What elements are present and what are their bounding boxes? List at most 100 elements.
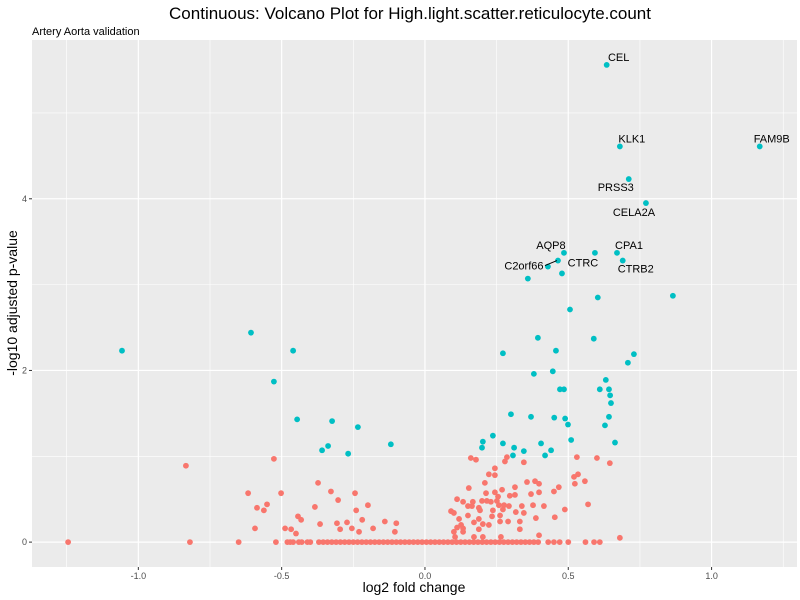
nonsignificant-point xyxy=(451,510,457,516)
nonsignificant-point xyxy=(376,539,383,546)
nonsignificant-point xyxy=(522,539,529,546)
significant-point xyxy=(596,386,603,393)
nonsignificant-point xyxy=(462,539,468,546)
significant-point xyxy=(248,329,254,336)
nonsignificant-point xyxy=(479,498,485,504)
nonsignificant-point xyxy=(393,520,400,527)
nonsignificant-point xyxy=(260,507,267,514)
nonsignificant-point xyxy=(497,518,503,525)
significant-point xyxy=(756,143,763,150)
nonsignificant-point xyxy=(532,515,539,521)
nonsignificant-point xyxy=(271,455,277,462)
significant-point xyxy=(549,368,556,375)
nonsignificant-point xyxy=(575,471,581,478)
nonsignificant-point xyxy=(337,526,344,533)
significant-point xyxy=(553,347,559,354)
nonsignificant-point xyxy=(380,539,387,546)
nonsignificant-point xyxy=(479,539,486,546)
nonsignificant-point xyxy=(571,480,578,487)
nonsignificant-point xyxy=(389,539,395,546)
nonsignificant-point xyxy=(365,502,371,509)
nonsignificant-point xyxy=(293,530,299,537)
significant-point xyxy=(643,200,649,206)
nonsignificant-point xyxy=(551,514,558,521)
nonsignificant-point xyxy=(551,539,557,546)
significant-point xyxy=(590,335,597,342)
nonsignificant-point xyxy=(585,501,591,508)
nonsignificant-point xyxy=(401,539,408,546)
nonsignificant-point xyxy=(460,528,466,535)
significant-point xyxy=(557,386,563,393)
nonsignificant-point xyxy=(524,479,530,485)
nonsignificant-point xyxy=(467,455,474,461)
significant-point xyxy=(271,378,277,385)
nonsignificant-point xyxy=(509,539,516,546)
nonsignificant-point xyxy=(350,539,357,546)
nonsignificant-point xyxy=(545,539,552,546)
nonsignificant-point xyxy=(311,504,318,510)
x-axis-ticks: -1.0 -0.5 0.0 0.5 1.0 xyxy=(131,567,718,581)
nonsignificant-point xyxy=(469,498,476,505)
y-tick-label: 2 xyxy=(22,365,27,375)
nonsignificant-point xyxy=(453,539,460,546)
nonsignificant-point xyxy=(505,539,511,546)
nonsignificant-point xyxy=(370,525,376,532)
nonsignificant-point xyxy=(410,539,417,546)
nonsignificant-point xyxy=(457,539,464,546)
nonsignificant-point xyxy=(518,539,524,546)
nonsignificant-point xyxy=(506,492,513,499)
nonsignificant-point xyxy=(423,539,430,546)
nonsignificant-point xyxy=(466,539,473,546)
nonsignificant-point xyxy=(561,506,568,513)
nonsignificant-point xyxy=(324,539,331,546)
nonsignificant-point xyxy=(565,539,572,546)
nonsignificant-point xyxy=(487,539,494,546)
significant-point xyxy=(619,257,626,264)
nonsignificant-point xyxy=(406,539,413,546)
nonsignificant-point xyxy=(496,502,502,509)
significant-point xyxy=(387,441,394,448)
nonsignificant-point xyxy=(520,459,527,466)
significant-point xyxy=(603,61,610,68)
nonsignificant-point xyxy=(254,504,260,511)
nonsignificant-point xyxy=(460,498,466,505)
nonsignificant-point xyxy=(317,521,323,527)
nonsignificant-point xyxy=(419,539,425,546)
nonsignificant-point xyxy=(316,539,322,546)
grid-lines xyxy=(32,40,797,567)
nonsignificant-point xyxy=(530,539,537,546)
nonsignificant-point xyxy=(427,539,434,546)
nonsignificant-point xyxy=(481,479,488,486)
significant-point xyxy=(602,422,608,429)
nonsignificant-point xyxy=(477,507,483,514)
significant-point xyxy=(592,249,598,256)
nonsignificant-point xyxy=(516,526,523,533)
nonsignificant-point xyxy=(456,516,462,522)
nonsignificant-point xyxy=(356,528,362,535)
nonsignificant-point xyxy=(282,525,288,532)
significant-point xyxy=(119,347,125,354)
significant-point xyxy=(568,437,575,443)
nonsignificant-point xyxy=(384,539,391,546)
nonsignificant-point xyxy=(491,489,498,496)
nonsignificant-point xyxy=(298,539,305,546)
nonsignificant-point xyxy=(498,534,504,540)
nonsignificant-point xyxy=(512,484,518,491)
nonsignificant-point xyxy=(483,490,489,497)
nonsignificant-point xyxy=(245,490,252,497)
nonsignificant-point xyxy=(341,539,348,546)
significant-point xyxy=(500,440,506,447)
nonsignificant-point xyxy=(354,539,361,546)
nonsignificant-point xyxy=(502,458,508,465)
significant-point xyxy=(528,413,534,420)
nonsignificant-point xyxy=(528,491,534,497)
nonsignificant-point xyxy=(454,524,460,531)
nonsignificant-point xyxy=(536,532,542,539)
significant-point xyxy=(606,413,612,420)
nonsignificant-point xyxy=(465,512,471,519)
significant-point xyxy=(616,143,623,150)
nonsignificant-point xyxy=(391,528,398,535)
point-label-cel: CEL xyxy=(608,52,629,64)
nonsignificant-point xyxy=(489,513,495,520)
nonsignificant-point xyxy=(320,539,327,546)
